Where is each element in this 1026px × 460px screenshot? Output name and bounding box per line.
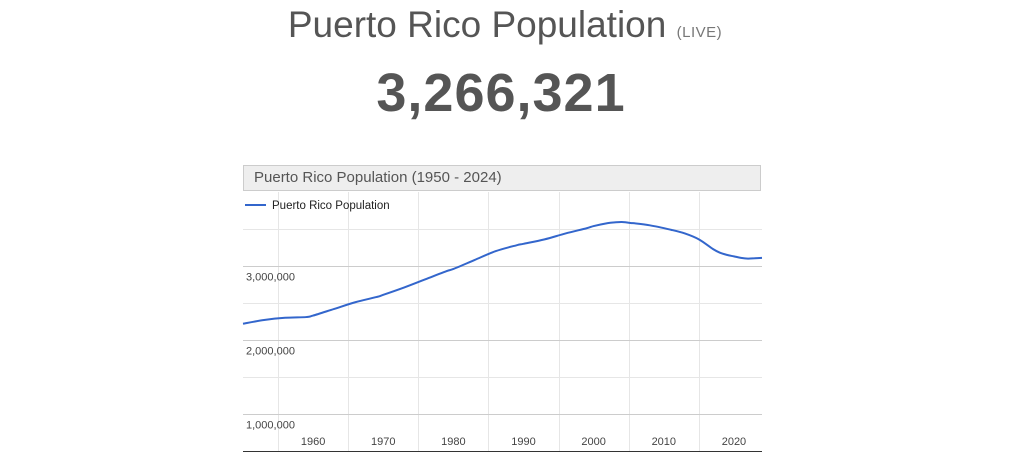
series-line-0[interactable] <box>242 220 763 325</box>
legend-label: Puerto Rico Population <box>272 200 390 212</box>
y-tick-label: 2,000,000 <box>246 346 295 358</box>
x-tick-label: 1970 <box>371 436 395 448</box>
y-tick-label: 3,000,000 <box>246 272 295 284</box>
x-tick-label: 1980 <box>441 436 465 448</box>
page-title: Puerto Rico Population (LIVE) <box>0 4 1010 46</box>
page-title-text: Puerto Rico Population <box>287 4 667 45</box>
x-tick-label: 1960 <box>301 436 325 448</box>
population-counter: 3,266,321 <box>376 63 626 123</box>
x-tick-label: 2000 <box>581 436 605 448</box>
x-tick-label: 2010 <box>652 436 676 448</box>
chart-title: Puerto Rico Population (1950 - 2024) <box>243 165 761 191</box>
x-tick-label: 1990 <box>511 436 535 448</box>
x-tick-label: 2020 <box>722 436 746 448</box>
y-tick-label: 1,000,000 <box>246 420 295 432</box>
live-label: (LIVE) <box>676 24 723 41</box>
